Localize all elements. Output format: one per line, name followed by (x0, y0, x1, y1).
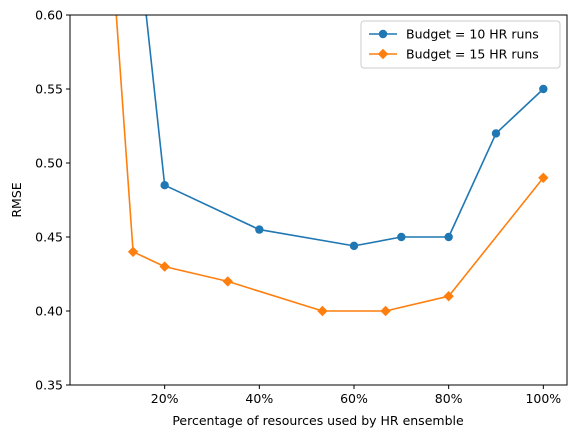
series-line-budget-15 (115, 15, 544, 312)
x-tick-label: 60% (340, 391, 368, 406)
x-axis-ticks: 20% 40% 60% 80% 100% (151, 385, 561, 406)
series-line-budget-10 (145, 15, 544, 247)
x-tick-label: 80% (435, 391, 463, 406)
data-point-budget-10 (444, 232, 453, 242)
data-point-budget-10 (255, 225, 264, 234)
data-point-budget-15 (538, 172, 549, 183)
x-axis-label: Percentage of resources used by HR ensem… (172, 413, 464, 428)
legend-marker-budget-15 (377, 48, 389, 60)
data-point-budget-10 (160, 181, 169, 190)
legend-label-budget-15: Budget = 15 HR runs (406, 47, 539, 62)
data-point-budget-15 (159, 261, 170, 272)
legend-label-budget-10: Budget = 10 HR runs (406, 27, 539, 42)
y-tick-label: 0.60 (35, 8, 63, 23)
series-layer (115, 15, 549, 317)
y-axis-label: RMSE (9, 182, 24, 217)
data-point-budget-15 (443, 291, 454, 302)
data-point-budget-15 (380, 305, 391, 317)
y-tick-label: 0.50 (35, 156, 63, 171)
y-axis-ticks: 0.35 0.40 0.45 0.50 0.55 0.60 (35, 8, 70, 393)
y-tick-label: 0.35 (35, 378, 63, 393)
plot-frame (69, 14, 568, 386)
x-tick-label: 40% (245, 391, 273, 406)
data-point-budget-15 (127, 246, 139, 257)
data-point-budget-10 (539, 84, 548, 94)
legend-marker-budget-10 (378, 29, 388, 39)
y-tick-label: 0.40 (35, 304, 63, 319)
data-point-budget-10 (491, 129, 501, 138)
data-point-budget-15 (317, 305, 328, 317)
data-point-budget-10 (397, 232, 406, 242)
x-tick-label: 100% (525, 391, 561, 406)
data-point-budget-10 (349, 241, 359, 251)
x-tick-label: 20% (151, 391, 179, 406)
legend: Budget = 10 HR runs Budget = 15 HR runs (360, 20, 561, 69)
legend-box (360, 20, 561, 69)
data-point-budget-15 (222, 276, 233, 287)
y-tick-label: 0.45 (35, 230, 63, 245)
y-tick-label: 0.55 (35, 82, 63, 97)
